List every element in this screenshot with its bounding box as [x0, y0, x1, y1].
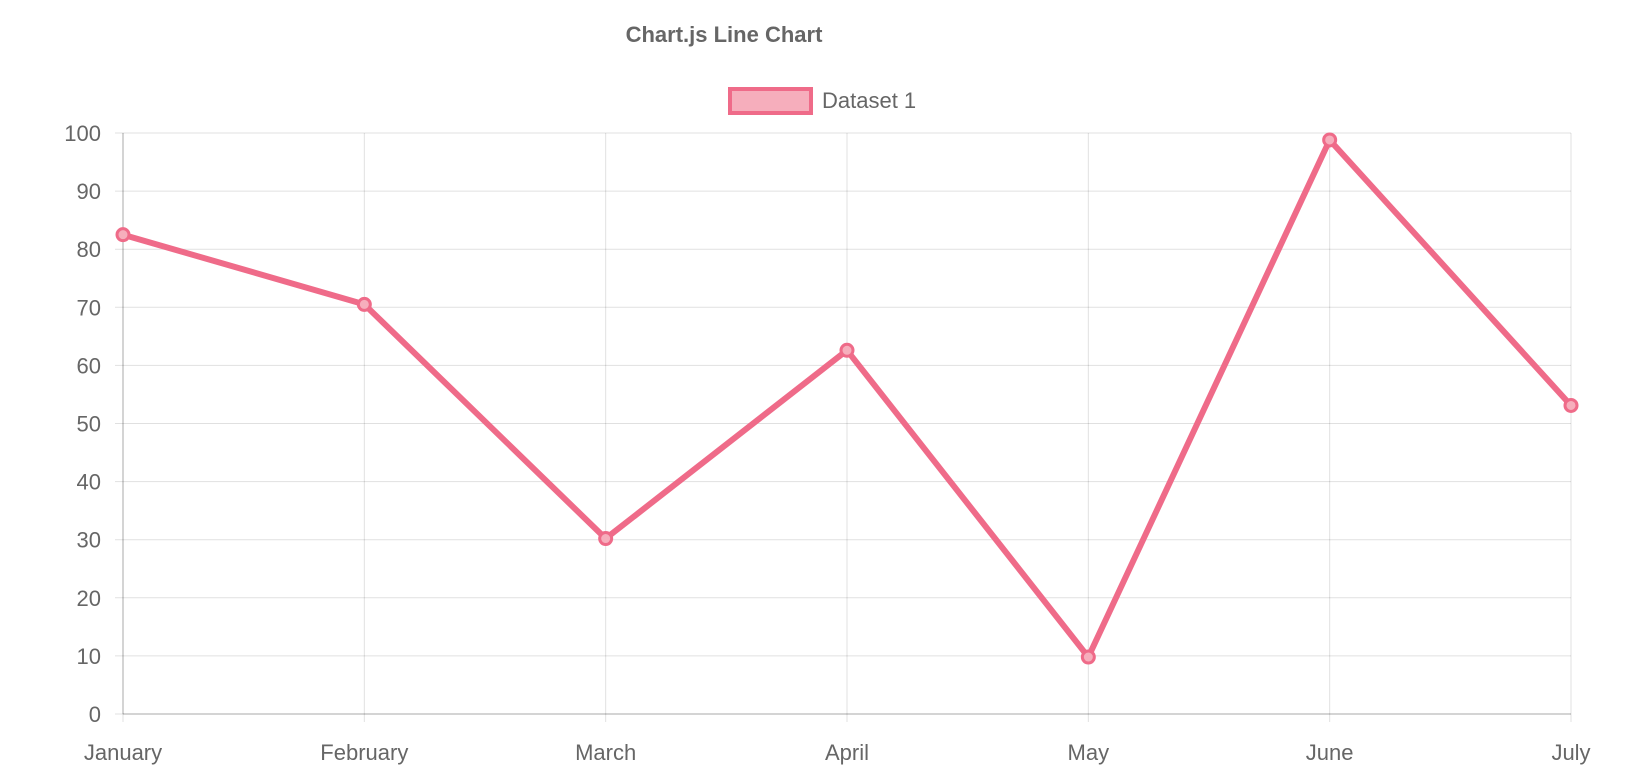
data-point[interactable] — [115, 227, 131, 243]
x-tick-label: June — [1306, 740, 1354, 765]
y-tick-label: 100 — [64, 121, 101, 146]
data-points[interactable] — [115, 132, 1579, 665]
data-point[interactable] — [1563, 397, 1579, 413]
y-tick-label: 70 — [77, 295, 101, 320]
y-tick-label: 60 — [77, 353, 101, 378]
y-gridlines — [115, 132, 1571, 715]
data-point[interactable] — [598, 531, 614, 547]
x-tick-label: July — [1551, 740, 1590, 765]
data-point[interactable] — [1322, 132, 1338, 148]
x-tick-label: February — [320, 740, 408, 765]
y-tick-label: 30 — [77, 528, 101, 553]
y-tick-label: 10 — [77, 644, 101, 669]
data-point[interactable] — [839, 342, 855, 358]
x-tick-label: January — [84, 740, 162, 765]
y-axis-ticks: 0 10 20 30 40 50 60 70 80 90 100 — [64, 121, 101, 727]
y-tick-label: 80 — [77, 237, 101, 262]
x-axis-ticks: January February March April May June July — [84, 740, 1591, 765]
chart-title: Chart.js Line Chart — [626, 22, 823, 47]
legend-swatch[interactable] — [728, 87, 813, 115]
y-tick-label: 90 — [77, 179, 101, 204]
legend-label[interactable]: Dataset 1 — [822, 88, 916, 113]
data-point[interactable] — [356, 296, 372, 312]
y-tick-label: 50 — [77, 412, 101, 437]
x-tick-label: April — [825, 740, 869, 765]
y-tick-label: 20 — [77, 586, 101, 611]
x-tick-label: May — [1068, 740, 1110, 765]
y-tick-label: 40 — [77, 470, 101, 495]
data-point[interactable] — [1080, 649, 1096, 665]
legend[interactable]: Dataset 1 — [728, 87, 916, 115]
x-gridlines — [122, 133, 1572, 722]
x-tick-label: March — [575, 740, 636, 765]
y-tick-label: 0 — [89, 702, 101, 727]
